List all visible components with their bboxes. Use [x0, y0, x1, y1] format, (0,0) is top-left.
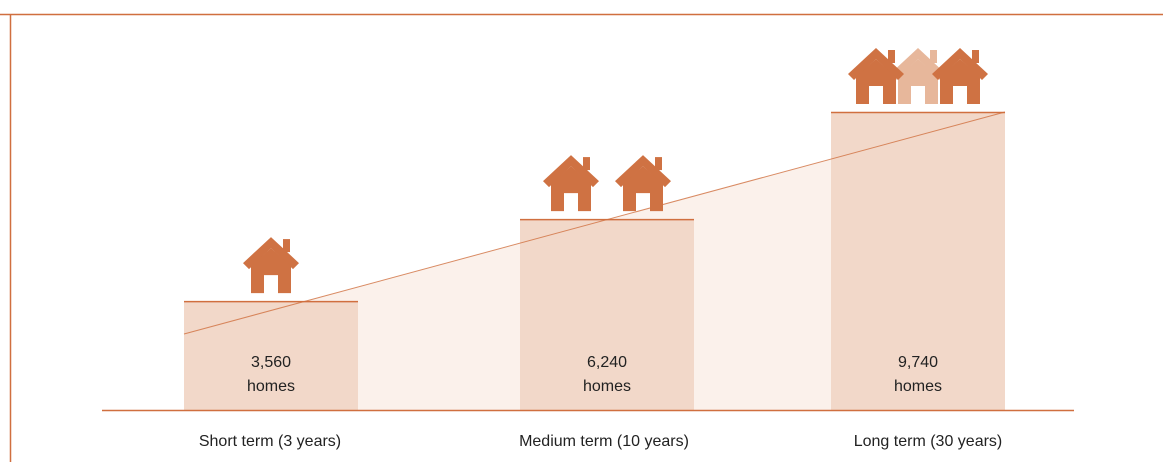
bar-1 [184, 301, 358, 410]
house-icon [243, 237, 299, 294]
house-icon [615, 155, 671, 212]
category-label-1: Short term (3 years) [199, 433, 341, 450]
unit-label-2: homes [583, 378, 631, 395]
bar-2 [520, 219, 694, 410]
house-icon [543, 155, 599, 212]
unit-label-1: homes [247, 378, 295, 395]
category-label-2: Medium term (10 years) [519, 433, 689, 450]
bar-3 [831, 112, 1005, 410]
value-label-1: 3,560 [251, 354, 291, 371]
trend-line [183, 111, 1006, 335]
value-label-2: 6,240 [587, 354, 627, 371]
category-label-3: Long term (30 years) [854, 433, 1003, 450]
house-icon [932, 48, 988, 104]
value-label-3: 9,740 [898, 354, 938, 371]
unit-label-3: homes [894, 378, 942, 395]
house-icon [848, 48, 904, 104]
